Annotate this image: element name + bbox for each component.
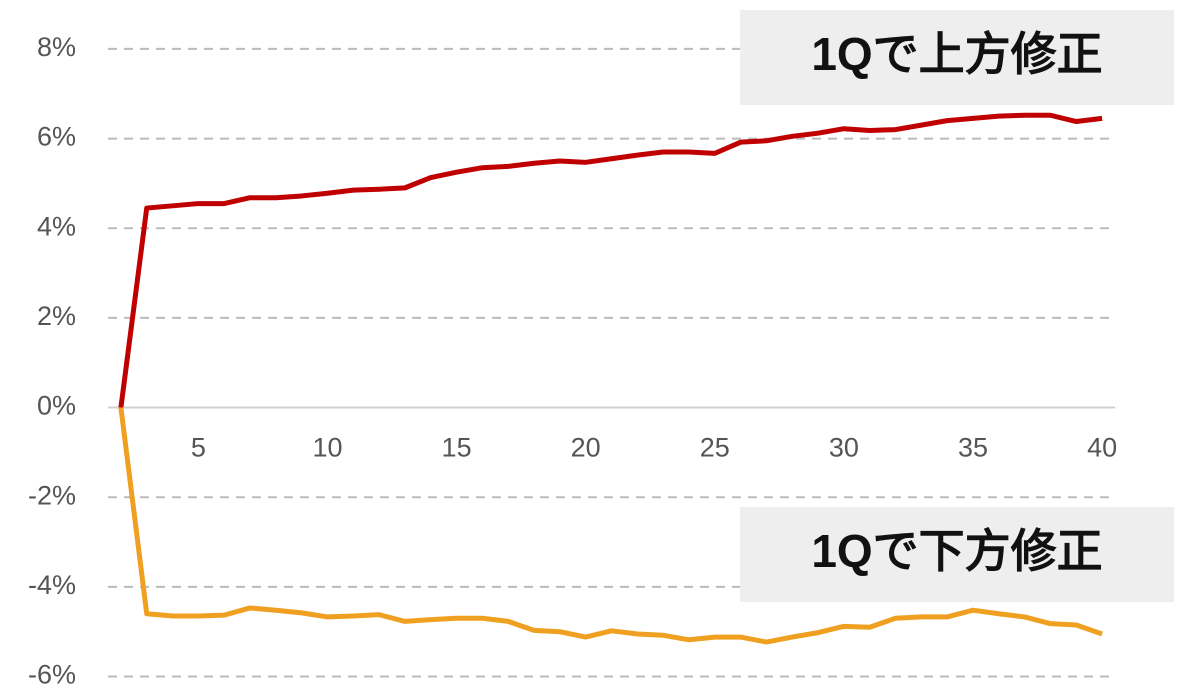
x-tick-label: 15 (442, 433, 472, 463)
y-tick-label: 8% (37, 32, 76, 62)
annotation-box (740, 10, 1174, 105)
y-tick-label: 2% (37, 301, 76, 331)
annotation-box (740, 507, 1174, 602)
annotation: 1Qで上方修正 (811, 28, 1102, 80)
y-tick-label: -4% (28, 570, 76, 600)
y-tick-label: -2% (28, 480, 76, 510)
x-tick-label: 5 (191, 433, 206, 463)
y-tick-label: 6% (37, 122, 76, 152)
x-tick-label: 20 (571, 433, 601, 463)
y-tick-label: 0% (37, 391, 76, 421)
series-line (118, 407, 1103, 645)
x-tick-label: 10 (312, 433, 342, 463)
y-tick-label: -6% (28, 660, 76, 690)
x-tick-label: 25 (700, 433, 730, 463)
y-tick-label: 4% (37, 211, 76, 241)
series-line (118, 112, 1103, 408)
x-tick-label: 35 (958, 433, 988, 463)
x-tick-label: 30 (829, 433, 859, 463)
x-tick-label: 40 (1087, 433, 1117, 463)
annotation: 1Qで下方修正 (811, 525, 1102, 577)
